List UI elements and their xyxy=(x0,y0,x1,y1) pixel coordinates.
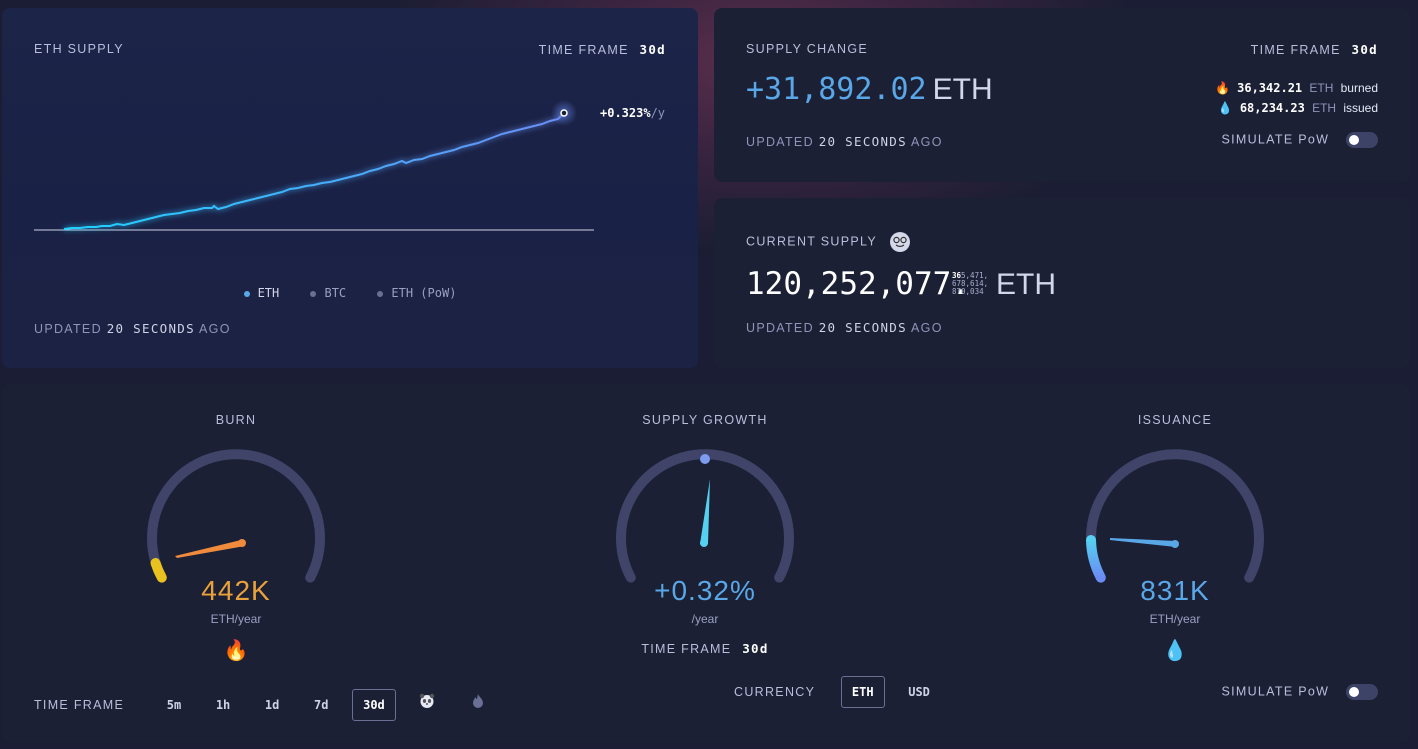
supply-change-card: SUPPLY CHANGE TIME FRAME 30d +31,892.02 E… xyxy=(714,8,1410,182)
droplet-icon: 💧 xyxy=(1162,638,1188,662)
nerd-face-icon xyxy=(889,232,910,252)
timeframe-5m-button[interactable]: 5m xyxy=(166,698,182,712)
current-supply-updated: UPDATED 20 SECONDS AGO xyxy=(746,320,943,335)
issuance-gauge-dial xyxy=(1086,449,1264,583)
legend-eth-pow[interactable]: ETH (PoW) xyxy=(377,286,456,300)
timeframe-since-burn-button[interactable] xyxy=(459,684,497,721)
supply-growth-timeframe: TIME FRAME 30d xyxy=(641,641,769,656)
burn-gauge-dial xyxy=(147,449,325,583)
burn-gauge-title: BURN xyxy=(215,413,257,427)
fire-icon: 🔥 xyxy=(1214,81,1230,95)
timeframe-7d-button[interactable]: 7d xyxy=(314,698,329,712)
fire-icon: 🔥 xyxy=(223,638,249,662)
timeframe-since-merge-button[interactable] xyxy=(408,684,446,721)
currency-selector: CURRENCY ETH USD xyxy=(734,676,944,708)
supply-growth-gauge-dial xyxy=(616,449,794,583)
gauges-card: BURN 442K ETH/year 🔥 SUPPLY GROWTH +0.32… xyxy=(2,384,1410,742)
simulate-pow-toggle-top[interactable]: SIMULATE PoW xyxy=(1221,132,1378,148)
issuance-gauge: ISSUANCE 831K ETH/year 💧 xyxy=(1025,384,1325,674)
simulate-pow-toggle-bottom[interactable]: SIMULATE PoW xyxy=(1221,684,1378,700)
timeframe-label: TIME FRAME xyxy=(34,698,125,712)
currency-eth-button[interactable]: ETH xyxy=(840,676,885,708)
supply-change-timeframe: TIME FRAME 30d xyxy=(1250,42,1378,57)
supply-growth-gauge-title: SUPPLY GROWTH xyxy=(642,413,768,427)
current-supply-unit: ETH xyxy=(996,268,1056,301)
current-supply-title: CURRENT SUPPLY xyxy=(746,232,910,252)
legend-eth[interactable]: ETH xyxy=(243,286,279,300)
chart-endpoint xyxy=(560,109,568,117)
current-supply-card: CURRENT SUPPLY 120,252,077. 365,471, 678… xyxy=(714,198,1410,368)
chart-rate-label: +0.323%/y xyxy=(600,106,665,120)
chart-timeframe-value: 30d xyxy=(639,42,666,57)
current-supply-integer: 120,252,077. xyxy=(746,266,970,302)
eth-supply-line xyxy=(63,112,565,230)
flame-outline-icon xyxy=(473,694,484,708)
timeframe-1d-button[interactable]: 1d xyxy=(264,698,280,712)
supply-growth-gauge-value: +0.32% xyxy=(654,575,756,606)
burn-gauge-unit: ETH/year xyxy=(210,612,262,626)
supply-growth-gauge: SUPPLY GROWTH +0.32% /year TIME FRAME 30… xyxy=(555,384,855,674)
currency-label: CURRENCY xyxy=(734,685,816,699)
chart-rate-unit: /y xyxy=(650,106,666,120)
chart-timeframe-label: TIME FRAME xyxy=(538,43,629,57)
supply-growth-gauge-unit: /year xyxy=(691,612,719,626)
timeframe-1h-button[interactable]: 1h xyxy=(215,698,231,712)
issuance-gauge-unit: ETH/year xyxy=(1149,612,1201,626)
supply-change-breakdown: 🔥 36,342.21 ETH burned 💧 68,234.23 ETH i… xyxy=(1215,78,1378,118)
issuance-gauge-value: 831K xyxy=(1140,575,1210,606)
burn-gauge-value: 442K xyxy=(201,575,271,606)
chart-legend: ETH BTC ETH (PoW) xyxy=(2,286,698,300)
legend-btc[interactable]: BTC xyxy=(310,286,346,300)
toggle-switch[interactable] xyxy=(1346,132,1378,148)
chart-rate-value: +0.323% xyxy=(600,106,651,120)
panda-icon xyxy=(420,693,435,708)
droplet-icon: 💧 xyxy=(1217,101,1233,115)
supply-change-title: SUPPLY CHANGE xyxy=(746,42,869,56)
timeframe-30d-button[interactable]: 30d xyxy=(352,689,396,721)
chart-timeframe: TIME FRAME 30d xyxy=(539,42,666,57)
toggle-switch[interactable] xyxy=(1346,684,1378,700)
supply-change-value: +31,892.02 ETH xyxy=(746,72,993,107)
current-supply-fraction: 365,471, 678,614, 870,034 xyxy=(952,271,989,296)
chart-title: ETH SUPPLY xyxy=(34,42,124,56)
chart-updated: UPDATED 20 SECONDS AGO xyxy=(34,321,231,336)
eth-supply-line-chart[interactable] xyxy=(2,8,698,308)
burn-gauge: BURN 442K ETH/year 🔥 xyxy=(86,384,386,674)
supply-change-updated: UPDATED 20 SECONDS AGO xyxy=(746,134,943,149)
currency-usd-button[interactable]: USD xyxy=(908,685,930,699)
issued-row: 💧 68,234.23 ETH issued xyxy=(1217,101,1378,115)
eth-supply-chart-card: ETH SUPPLY TIME FRAME 30d +0.323%/y E xyxy=(2,8,698,368)
timeframe-selector: TIME FRAME 5m 1h 1d 7d 30d xyxy=(34,684,500,721)
issuance-gauge-title: ISSUANCE xyxy=(1137,413,1213,427)
burned-row: 🔥 36,342.21 ETH burned xyxy=(1214,81,1378,95)
